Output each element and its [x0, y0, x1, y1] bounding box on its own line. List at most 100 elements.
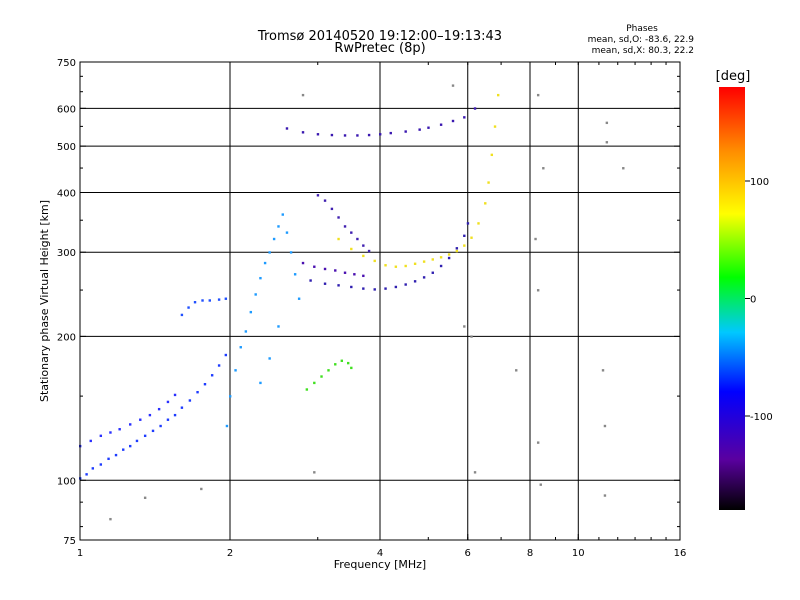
data-point: [394, 285, 398, 289]
data-point: [323, 267, 327, 271]
data-point: [413, 262, 417, 265]
y-tick-label: 75: [63, 536, 76, 547]
data-point: [340, 359, 344, 362]
data-point: [148, 413, 152, 417]
colorbar: [719, 87, 745, 510]
data-point: [477, 222, 480, 225]
data-point: [373, 288, 376, 291]
colorbar-tick-label: -100: [750, 412, 773, 423]
data-point: [224, 353, 228, 357]
y-tick-label: 750: [57, 58, 76, 69]
data-point: [309, 279, 312, 282]
y-tick-label: 300: [57, 248, 76, 259]
data-point: [99, 434, 103, 438]
data-point: [259, 381, 262, 385]
data-point: [281, 213, 284, 216]
data-point: [277, 325, 280, 328]
data-point: [297, 297, 301, 300]
chart-title: Tromsø 20140520 19:12:00–19:13:43: [257, 29, 502, 44]
data-point: [157, 407, 161, 411]
data-point: [463, 116, 466, 119]
data-point: [277, 225, 280, 228]
data-point: [109, 517, 112, 521]
data-point: [159, 424, 162, 428]
data-point: [422, 276, 426, 279]
data-point: [337, 237, 340, 241]
data-point: [254, 293, 257, 296]
data-point: [455, 249, 459, 253]
data-point: [272, 237, 276, 241]
data-point: [431, 271, 434, 274]
stats-line-x: mean, sd,X: 80.3, 22.2: [592, 46, 694, 56]
data-point: [244, 330, 248, 333]
data-point: [118, 428, 121, 431]
data-point: [234, 369, 237, 372]
data-point: [601, 369, 605, 372]
data-point: [603, 494, 607, 497]
data-point: [135, 439, 139, 443]
data-point: [447, 253, 451, 256]
data-point: [201, 299, 204, 302]
stats-line-o: mean, sd,O: -83.6, 22.9: [588, 35, 695, 45]
data-point: [367, 249, 371, 253]
data-point: [404, 130, 407, 133]
data-point: [129, 444, 132, 448]
data-point: [418, 128, 421, 131]
data-point: [534, 237, 537, 241]
data-point: [173, 413, 177, 417]
data-point: [259, 276, 262, 280]
chart-subtitle: RwPretec (8p): [334, 41, 425, 56]
data-point: [337, 216, 340, 219]
data-point: [285, 231, 289, 234]
data-point: [389, 131, 392, 135]
data-point: [470, 335, 473, 338]
data-point: [404, 264, 407, 268]
data-point: [350, 366, 353, 370]
data-point: [173, 393, 177, 397]
data-point: [496, 93, 500, 97]
data-point: [129, 423, 132, 426]
data-point: [439, 264, 443, 268]
data-points: [79, 84, 625, 521]
data-point: [470, 236, 473, 239]
data-point: [463, 244, 466, 247]
data-point: [122, 448, 125, 451]
data-point: [431, 258, 434, 261]
x-tick-label: 10: [572, 548, 585, 559]
data-point: [367, 133, 371, 137]
data-point: [362, 287, 365, 290]
data-point: [239, 346, 242, 349]
data-point: [447, 256, 451, 260]
colorbar-tick-label: 100: [750, 177, 769, 188]
data-point: [343, 134, 347, 137]
data-point: [455, 247, 459, 250]
data-point: [463, 234, 466, 237]
data-point: [224, 297, 228, 300]
data-point: [490, 153, 494, 157]
data-point: [439, 123, 443, 126]
data-point: [301, 131, 305, 134]
data-point: [268, 357, 271, 360]
data-point: [203, 383, 207, 386]
data-point: [473, 107, 477, 110]
data-point: [356, 237, 359, 241]
data-point: [422, 260, 426, 263]
data-point: [301, 261, 305, 265]
data-point: [151, 429, 155, 433]
x-tick-label: 1: [77, 548, 83, 559]
data-point: [109, 431, 112, 434]
data-point: [463, 325, 466, 328]
data-point: [210, 374, 214, 377]
data-point: [114, 453, 118, 457]
data-point: [487, 181, 490, 184]
data-point: [293, 273, 297, 276]
data-point: [362, 254, 365, 258]
data-point: [427, 126, 430, 129]
data-point: [605, 141, 609, 144]
data-point: [85, 473, 88, 476]
data-point: [289, 251, 293, 254]
data-point: [91, 467, 95, 470]
data-point: [337, 284, 340, 287]
data-point: [384, 287, 387, 290]
